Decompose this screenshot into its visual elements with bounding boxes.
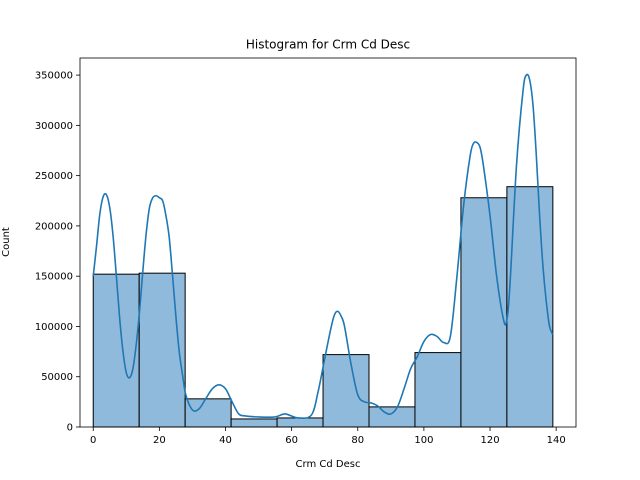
histogram-bar-7 [414, 352, 462, 428]
x-tick-label: 40 [219, 435, 232, 446]
x-tick-label: 120 [480, 435, 499, 446]
y-tick-label: 50000 [41, 372, 73, 383]
x-tick-label: 60 [285, 435, 298, 446]
x-tick-label: 140 [547, 435, 566, 446]
x-tick-label: 100 [414, 435, 433, 446]
chart-title: Histogram for Crm Cd Desc [246, 38, 410, 52]
y-tick-label: 250000 [35, 171, 73, 182]
histogram-bar-0 [92, 273, 140, 428]
kde-line [92, 73, 554, 420]
histogram-bar-8 [460, 197, 508, 428]
y-tick-label: 100000 [35, 322, 73, 333]
y-axis-label: Count [1, 227, 12, 257]
histogram-bar-9 [506, 186, 554, 428]
x-axis-label: Crm Cd Desc [296, 459, 361, 470]
histogram-bar-2 [184, 398, 232, 428]
y-tick-label: 0 [67, 423, 73, 434]
histogram-bar-4 [276, 417, 324, 428]
x-tick-label: 80 [351, 435, 364, 446]
plot-frame [79, 57, 577, 428]
y-tick-label: 350000 [35, 71, 73, 82]
histogram-bar-6 [368, 406, 416, 428]
y-tick-label: 300000 [35, 121, 73, 132]
x-axis-ticks: 0 20 40 60 80 100 120 140 [90, 427, 566, 446]
y-tick-label: 150000 [35, 272, 73, 283]
x-tick-label: 0 [90, 435, 96, 446]
y-axis-ticks: 0 50000 100000 150000 200000 250000 300000 3500… [35, 71, 80, 434]
histogram-bar-1 [138, 272, 186, 428]
histogram-bar-3 [230, 418, 278, 428]
x-tick-label: 20 [153, 435, 166, 446]
y-tick-label: 200000 [35, 221, 73, 232]
histogram-bar-5 [322, 354, 370, 428]
bars-group [92, 186, 554, 428]
